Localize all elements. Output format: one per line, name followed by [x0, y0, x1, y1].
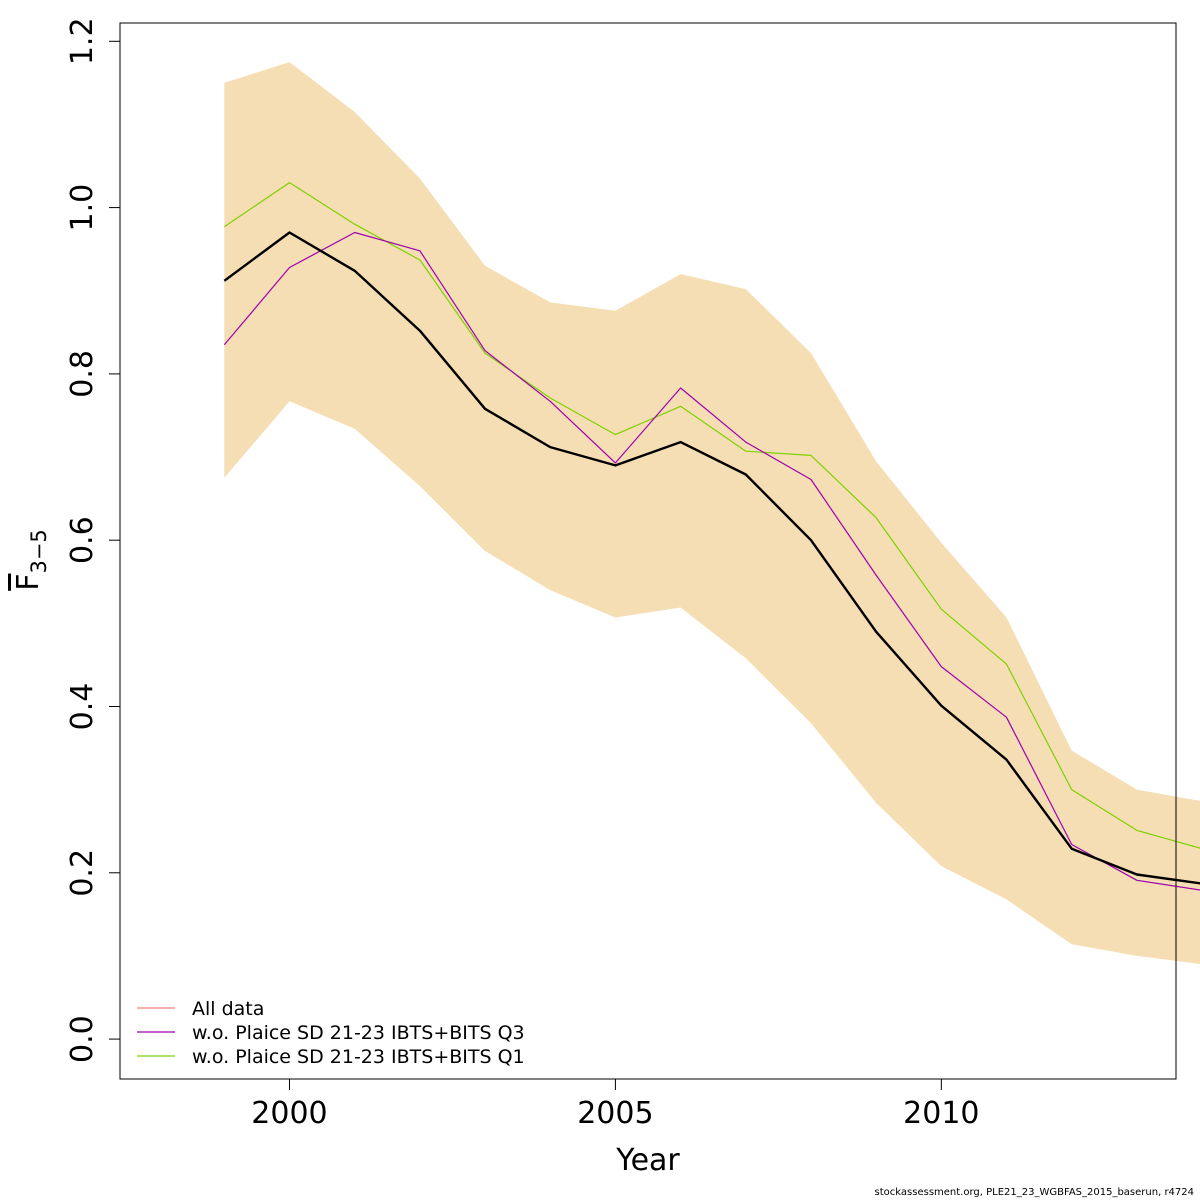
svg-text:F3−5: F3−5	[11, 529, 51, 591]
x-axis: 2000 2005 2010	[251, 1078, 980, 1131]
y-tick-label: 0.8	[65, 350, 100, 398]
y-tick-label: 0.4	[65, 683, 100, 731]
legend-label-1: All data	[192, 998, 264, 1020]
legend-label-2: w.o. Plaice SD 21-23 IBTS+BITS Q3	[192, 1022, 525, 1044]
x-tick-label: 2010	[903, 1096, 979, 1131]
y-tick-label: 1.0	[65, 184, 100, 232]
footer-credit: stockassessment.org, PLE21_23_WGBFAS_201…	[874, 1187, 1194, 1198]
x-tick-label: 2000	[251, 1096, 327, 1131]
y-tick-label: 1.2	[65, 17, 100, 65]
y-axis-title-sub: 3−5	[27, 529, 51, 573]
x-axis-title: Year	[615, 1143, 680, 1178]
series-line-2	[223, 231, 1200, 891]
x-tick-label: 2005	[577, 1096, 653, 1131]
confidence-band	[224, 62, 1200, 965]
y-axis-title-main: F	[11, 574, 46, 591]
y-axis-title: F3−5	[11, 529, 51, 591]
y-tick-label: 0.0	[65, 1015, 100, 1063]
y-axis: 0.0 0.2 0.4 0.6 0.8 1.0 1.2	[65, 17, 121, 1063]
series-layer	[223, 182, 1200, 891]
y-tick-label: 0.2	[65, 849, 100, 897]
series-line-1	[223, 231, 1200, 885]
legend-label-3: w.o. Plaice SD 21-23 IBTS+BITS Q1	[192, 1046, 525, 1068]
y-tick-label: 0.6	[65, 516, 100, 564]
